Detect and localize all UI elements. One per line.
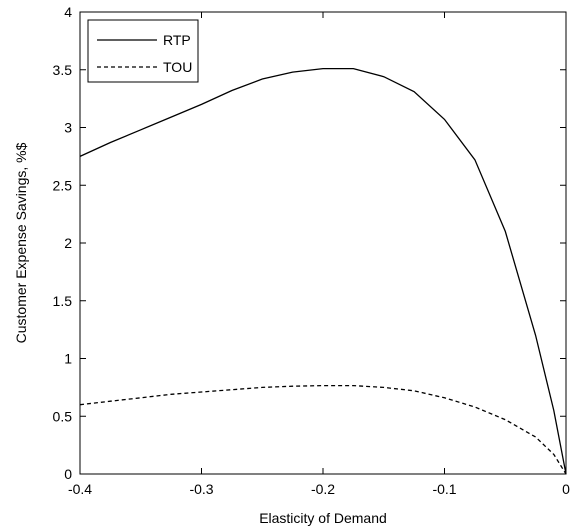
x-tick-label: -0.4 [68, 481, 92, 497]
y-tick-label: 2 [64, 235, 72, 251]
legend: RTP TOU [87, 19, 199, 83]
plot-area [79, 11, 567, 475]
x-axis: -0.4 -0.3 -0.2 -0.1 0 [68, 12, 570, 497]
y-tick-label: 3.5 [53, 62, 73, 78]
series-layer [79, 67, 567, 475]
y-tick-label: 0 [64, 466, 72, 482]
y-tick-label: 4 [64, 4, 72, 20]
x-tick-label: -0.3 [189, 481, 213, 497]
x-axis-label: Elasticity of Demand [259, 510, 387, 526]
legend-label-tou: TOU [163, 59, 192, 75]
y-tick-label: 2.5 [53, 177, 73, 193]
y-axis: 0 0.5 1 1.5 2 2.5 3 3.5 4 [53, 4, 566, 482]
y-axis-label: Customer Expense Savings, %$ [13, 142, 29, 343]
y-tick-label: 1 [64, 351, 72, 367]
series-line-rtp [79, 67, 567, 475]
x-tick-label: -0.1 [432, 481, 456, 497]
x-tick-label: 0 [562, 481, 570, 497]
legend-box [87, 19, 199, 83]
y-tick-label: 0.5 [53, 408, 73, 424]
y-tick-label: 3 [64, 120, 72, 136]
series-line-tou [79, 384, 567, 475]
legend-label-rtp: RTP [163, 32, 191, 48]
y-tick-label: 1.5 [53, 293, 73, 309]
x-tick-label: -0.2 [311, 481, 335, 497]
